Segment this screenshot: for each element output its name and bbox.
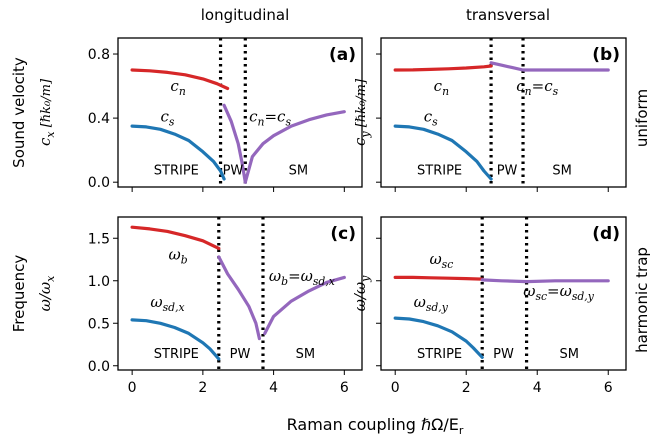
y-tick-label: 0.0 [88, 359, 110, 375]
column-title-longitudinal: longitudinal [201, 6, 289, 24]
panel-label: (a) [329, 45, 356, 65]
y-axis-label: ω/ωy [351, 275, 372, 312]
series-line [393, 64, 493, 72]
panel-c: 0.0 0.5 1.0 1.5 0 2 4 6 STRIPE PW SM ωb ωsd,x ωb=ωsd,… [10, 216, 363, 396]
series-line [393, 316, 484, 359]
x-tick-label: 0 [128, 380, 137, 396]
series-line [393, 124, 493, 181]
series-line [393, 275, 484, 281]
x-tick-label: 4 [269, 380, 278, 396]
x-tick-label: 0 [391, 380, 400, 396]
curve-label: ωb=ωsd,x [269, 267, 335, 288]
series-line [217, 255, 261, 341]
curve-label: ωsc=ωsd,y [523, 282, 595, 303]
y-tick-label: 0.8 [88, 47, 110, 63]
phase-label: SM [296, 347, 315, 362]
y-tick-label: 1.0 [88, 274, 110, 290]
series-line [130, 68, 230, 91]
panel-b: STRIPE PW SM cn cs cn=cs (b) cy [ℏk₀/m] [351, 37, 627, 192]
x-tick-label: 2 [198, 380, 207, 396]
y-axis-label-prefix: Sound velocity [10, 57, 28, 168]
panel-frame [380, 216, 627, 371]
curve-label: cs [424, 107, 438, 128]
curve-label: cn=cs [516, 77, 558, 98]
curve-label: cs [161, 107, 175, 128]
curve-label: cn=cs [249, 107, 291, 128]
series-line [130, 225, 221, 250]
panel-label: (b) [592, 45, 620, 65]
curve-label: cn [434, 77, 449, 98]
panel-a: 0.0 0.4 0.8 STRIPE PW SM cn cs cn=cs (a) Sound vel… [10, 37, 363, 192]
row-title-uniform: uniform [633, 89, 651, 147]
phase-label: PW [497, 163, 518, 178]
panel-label: (c) [330, 224, 356, 244]
y-tick-label: 1.5 [88, 231, 110, 247]
x-tick-label: 6 [340, 380, 349, 396]
y-tick-label: 0.5 [88, 316, 110, 332]
x-tick-label: 6 [604, 380, 613, 396]
phase-label: SM [559, 347, 578, 362]
panel-d: 0 2 4 6 STRIPE PW SM ωsc ωsd,y ωsc=ωsd,y (d) ω/ωy [351, 216, 627, 396]
phase-label: PW [223, 163, 244, 178]
curve-label: ωb [169, 246, 188, 267]
series-line [130, 124, 226, 181]
y-axis-label: ω/ωx [36, 275, 57, 312]
series-line [243, 110, 346, 184]
series-line [222, 103, 247, 184]
phase-label: PW [493, 347, 514, 362]
y-axis-label: cx [ℏk₀/m] [36, 78, 57, 146]
phase-label: STRIPE [417, 347, 462, 362]
series-line [130, 318, 221, 361]
phase-label: STRIPE [417, 163, 462, 178]
phase-label: STRIPE [154, 163, 199, 178]
series-line [480, 278, 610, 284]
series-line [263, 275, 346, 335]
phase-label: STRIPE [154, 347, 199, 362]
curve-label: ωsd,x [150, 293, 184, 314]
x-tick-label: 2 [462, 380, 471, 396]
y-axis-label-prefix: Frequency [10, 255, 28, 333]
curve-label: ωsd,y [414, 293, 449, 314]
panel-frame [117, 216, 363, 371]
x-axis-label: Raman coupling ℏΩ/Er [287, 415, 464, 437]
x-tick-label: 4 [533, 380, 542, 396]
y-tick-label: 0.4 [88, 111, 110, 127]
y-tick-label: 0.0 [88, 175, 110, 191]
phase-label: PW [230, 347, 251, 362]
panel-frame [380, 37, 627, 188]
row-title-harmonic-trap: harmonic trap [633, 247, 651, 353]
panel-label: (d) [592, 224, 620, 244]
curve-label: ωsc [429, 250, 453, 271]
curve-label: cn [170, 77, 185, 98]
series-line [489, 61, 610, 72]
phase-label: SM [552, 163, 571, 178]
y-axis-label: cy [ℏk₀/m] [351, 78, 372, 146]
column-title-transversal: transversal [466, 6, 550, 24]
phase-label: SM [289, 163, 308, 178]
panel-frame [117, 37, 363, 188]
